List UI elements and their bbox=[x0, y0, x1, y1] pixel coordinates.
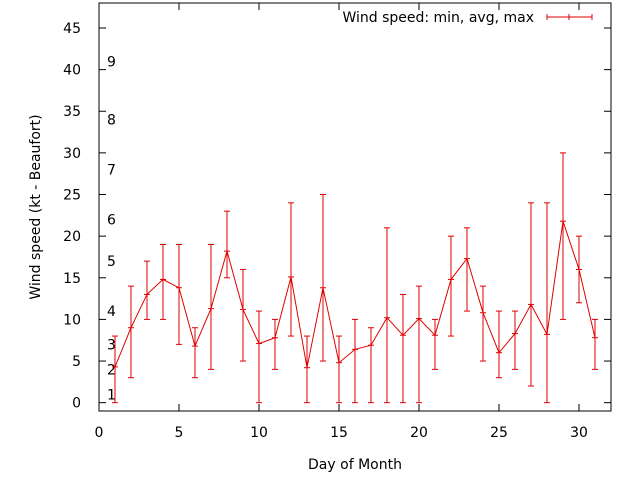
y-tick-label: 35 bbox=[63, 104, 81, 120]
x-tick-label: 10 bbox=[250, 425, 268, 441]
plot-frame bbox=[98, 2, 612, 412]
y-tick-label: 0 bbox=[72, 396, 81, 412]
beaufort-label: 1 bbox=[107, 387, 116, 403]
avg-series-line bbox=[114, 221, 596, 368]
beaufort-label: 9 bbox=[107, 54, 116, 70]
y-tick-label: 45 bbox=[63, 21, 81, 37]
y-tick-label: 20 bbox=[63, 229, 81, 245]
x-axis-label: Day of Month bbox=[308, 457, 402, 473]
x-tick-label: 0 bbox=[95, 425, 104, 441]
beaufort-scale: 1 2 3 4 5 6 7 8 9 bbox=[107, 54, 116, 403]
beaufort-label: 8 bbox=[107, 113, 116, 129]
x-axis: 0 5 10 15 20 25 30 bbox=[95, 3, 588, 441]
y-axis-label: Wind speed (kt - Beaufort) bbox=[28, 114, 44, 299]
y-tick-label: 40 bbox=[63, 63, 81, 79]
y-tick-label: 25 bbox=[63, 188, 81, 204]
y-tick-label: 5 bbox=[72, 354, 81, 370]
beaufort-label: 3 bbox=[107, 337, 116, 353]
beaufort-label: 4 bbox=[107, 304, 116, 320]
x-tick-label: 20 bbox=[410, 425, 428, 441]
y-tick-label: 30 bbox=[63, 146, 81, 162]
x-tick-label: 15 bbox=[330, 425, 348, 441]
y-tick-label: 10 bbox=[63, 312, 81, 328]
legend-sample bbox=[546, 14, 593, 20]
beaufort-label: 7 bbox=[107, 163, 116, 179]
beaufort-label: 6 bbox=[107, 212, 116, 228]
x-tick-label: 5 bbox=[175, 425, 184, 441]
legend: Wind speed: min, avg, max bbox=[342, 10, 593, 26]
x-tick-label: 30 bbox=[570, 425, 588, 441]
y-tick-label: 15 bbox=[63, 271, 81, 287]
beaufort-label: 5 bbox=[107, 254, 116, 270]
legend-label: Wind speed: min, avg, max bbox=[342, 10, 534, 26]
beaufort-label: 2 bbox=[107, 362, 116, 378]
x-tick-label: 25 bbox=[490, 425, 508, 441]
